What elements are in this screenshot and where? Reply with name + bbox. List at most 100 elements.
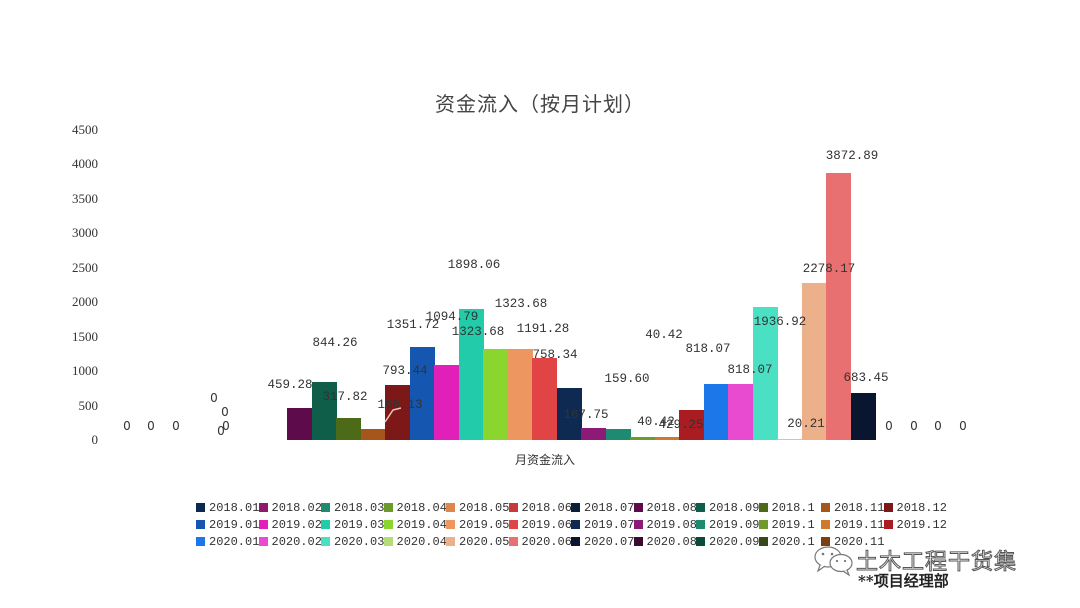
bar-2019.12[interactable] <box>679 410 704 440</box>
bar-2020.01[interactable] <box>703 383 729 440</box>
bar-2019.1[interactable] <box>630 437 655 440</box>
legend-swatch-icon <box>258 537 268 546</box>
bar-2019.08[interactable] <box>581 428 606 440</box>
legend-label: 2019.11 <box>834 517 885 532</box>
legend-item[interactable]: 2019.07 <box>571 518 634 532</box>
legend-item[interactable]: 2019.03 <box>321 518 384 532</box>
data-label: 1936.92 <box>753 315 807 329</box>
legend-item[interactable]: 2018.11 <box>821 501 884 515</box>
legend-item[interactable]: 2018.03 <box>321 501 384 515</box>
legend-label: 2018.09 <box>709 500 760 515</box>
legend-swatch-icon <box>821 537 830 546</box>
legend-label: 2018.11 <box>834 500 885 515</box>
legend-swatch-icon <box>821 520 830 529</box>
data-label: 317.82 <box>322 390 368 404</box>
legend-label: 2019.09 <box>709 517 760 532</box>
zero-label: 0 <box>885 419 893 433</box>
legend-item[interactable]: 2020.08 <box>633 535 697 549</box>
bar-2020.02[interactable] <box>728 383 753 440</box>
legend-label: 2020.11 <box>834 534 885 549</box>
data-label: 1898.06 <box>447 258 501 272</box>
legend-item[interactable]: 2020.02 <box>258 534 322 549</box>
legend-label: 2018.07 <box>584 500 635 515</box>
legend-item[interactable]: 2018.02 <box>258 500 322 515</box>
bar-2020.03[interactable] <box>752 306 778 440</box>
legend-label: 2020.04 <box>396 534 447 549</box>
bar-2019.01[interactable] <box>409 346 435 440</box>
legend-item[interactable]: 2018.04 <box>383 501 447 515</box>
legend-item[interactable]: 2019.04 <box>383 518 447 532</box>
legend-swatch-icon <box>321 537 330 546</box>
legend-item[interactable]: 2018.12 <box>883 501 947 515</box>
bar-2020.04[interactable] <box>777 438 802 441</box>
bar-2018.11[interactable] <box>360 428 386 440</box>
data-label: 758.34 <box>532 348 578 362</box>
bar-2018.1[interactable] <box>336 418 361 440</box>
legend-item[interactable]: 2019.06 <box>508 518 572 532</box>
legend-item[interactable]: 2019.01 <box>196 518 259 532</box>
legend-label: 2020.02 <box>271 534 322 549</box>
legend-swatch-icon <box>821 503 830 512</box>
legend-item[interactable]: 2019.05 <box>446 518 509 532</box>
legend-label: 2019.07 <box>584 517 635 532</box>
legend-item[interactable]: 2018.09 <box>696 501 759 515</box>
zero-label: 0 <box>221 405 229 419</box>
department-label: **项目经理部 <box>858 572 949 590</box>
legend-item[interactable]: 2018.01 <box>196 501 259 515</box>
bar-2019.07[interactable] <box>556 387 582 440</box>
bar-2018.09[interactable] <box>311 381 337 440</box>
legend-item[interactable]: 2020.11 <box>821 535 884 549</box>
zero-label: 0 <box>217 424 225 438</box>
legend-item[interactable]: 2020.01 <box>196 535 259 549</box>
legend-swatch-icon <box>196 520 205 529</box>
data-label: 793.44 <box>382 364 428 378</box>
y-tick-label: 500 <box>78 397 99 413</box>
y-tick-label: 2000 <box>72 294 98 310</box>
bar-2020.07[interactable] <box>850 392 876 440</box>
watermark-text: 土木工程干货集 <box>855 550 1018 576</box>
legend-item[interactable]: 2020.1 <box>758 535 822 549</box>
legend-item[interactable]: 2018.07 <box>571 501 634 515</box>
legend-item[interactable]: 2020.05 <box>446 535 509 549</box>
legend-item[interactable]: 2020.03 <box>321 535 384 549</box>
legend-item[interactable]: 2018.06 <box>508 501 572 515</box>
bar-2019.06[interactable] <box>532 357 557 440</box>
legend-item[interactable]: 2018.08 <box>633 501 697 515</box>
legend-item[interactable]: 2020.09 <box>696 535 759 549</box>
bar-2018.12[interactable] <box>385 385 410 440</box>
legend-swatch-icon <box>696 537 705 546</box>
legend-item[interactable]: 2020.06 <box>508 535 572 549</box>
legend-item[interactable]: 2018.1 <box>758 501 822 515</box>
bar-2019.02[interactable] <box>434 364 459 440</box>
legend-item[interactable]: 2019.09 <box>696 518 759 532</box>
bar-2020.05[interactable] <box>801 283 827 440</box>
bar-2020.06[interactable] <box>826 173 851 440</box>
legend-swatch-icon <box>758 503 768 512</box>
legend-swatch-icon <box>508 503 518 512</box>
legend-label: 2018.02 <box>271 500 322 515</box>
legend-item[interactable]: 2019.11 <box>821 518 884 532</box>
legend-item[interactable]: 2020.07 <box>571 535 634 549</box>
bar-2019.09[interactable] <box>605 429 631 440</box>
bar-2019.05[interactable] <box>507 348 533 440</box>
legend-row: 2020.01 2020.02 2020.03 2020.04 2020.05 2020.… <box>196 533 956 550</box>
legend-swatch-icon <box>196 537 205 546</box>
legend-item[interactable]: 2018.05 <box>446 501 509 515</box>
legend-swatch-icon <box>696 503 705 512</box>
bar-2019.03[interactable] <box>458 309 484 440</box>
legend-swatch-icon <box>571 537 580 546</box>
legend-swatch-icon <box>321 520 330 529</box>
legend-swatch-icon <box>196 503 205 512</box>
bar-2018.08[interactable] <box>287 408 312 440</box>
legend-item[interactable]: 2020.04 <box>383 534 447 549</box>
legend-item[interactable]: 2019.1 <box>758 518 822 532</box>
zero-label: 0 <box>123 419 131 433</box>
legend-item[interactable]: 2019.08 <box>633 518 697 532</box>
bar-2019.04[interactable] <box>483 348 508 440</box>
legend-item[interactable]: 2019.12 <box>883 518 947 532</box>
label-leader-line <box>383 402 403 428</box>
zero-label: 0 <box>147 419 155 433</box>
data-label: 844.26 <box>312 336 358 350</box>
legend-item[interactable]: 2019.02 <box>258 518 322 532</box>
bar-2019.11[interactable] <box>654 437 680 440</box>
